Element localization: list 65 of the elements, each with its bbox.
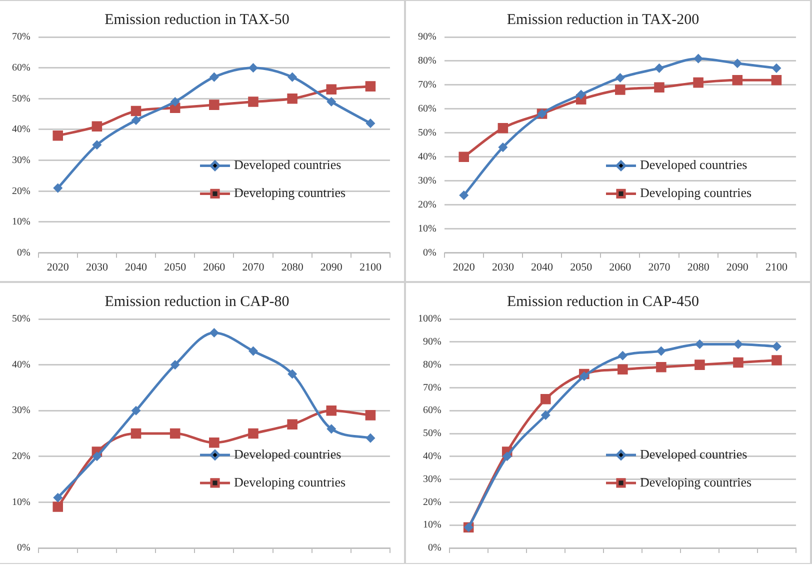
y-tick-label: 70%: [422, 382, 442, 394]
y-tick-label: 90%: [422, 336, 442, 348]
legend-label: Developed countries: [640, 446, 748, 462]
y-tick-label: 40%: [12, 124, 30, 136]
chart-title: Emission reduction in TAX-50: [104, 12, 290, 28]
chart-title: Emission reduction in CAP-450: [506, 294, 700, 310]
x-tick-label: 2060: [609, 261, 632, 274]
y-tick-label: 60%: [12, 62, 30, 74]
y-tick-label: 30%: [418, 175, 436, 186]
y-tick-label: 30%: [12, 154, 30, 166]
x-tick-label: 2040: [531, 261, 554, 274]
y-tick-label: 70%: [12, 32, 30, 43]
y-tick-label: 20%: [12, 451, 30, 462]
x-tick-label: 2020: [452, 261, 476, 274]
y-tick-label: 20%: [422, 496, 442, 508]
y-tick-label: 0%: [16, 542, 30, 554]
y-tick-label: 50%: [12, 93, 30, 104]
y-tick-label: 40%: [418, 152, 436, 163]
y-tick-label: 60%: [418, 104, 436, 115]
x-tick-label: 2020: [46, 261, 70, 274]
x-tick-label: 2070: [242, 261, 265, 274]
x-tick-label: 2060: [203, 261, 226, 274]
x-tick-label: 2080: [281, 261, 304, 274]
y-tick-label: 20%: [12, 186, 30, 197]
y-tick-label: 20%: [418, 199, 436, 210]
x-tick-label: 2080: [687, 261, 710, 274]
y-tick-label: 50%: [418, 128, 436, 139]
chart-title: Emission reduction in TAX-200: [506, 12, 700, 28]
legend-label: Developing countries: [640, 474, 752, 490]
y-tick-label: 10%: [12, 216, 30, 228]
y-tick-label: 40%: [422, 451, 442, 462]
x-tick-label: 2030: [492, 261, 514, 274]
y-tick-label: 0%: [428, 542, 442, 554]
y-tick-label: 80%: [418, 56, 436, 67]
y-tick-label: 10%: [422, 520, 442, 531]
legend-label: Developed countries: [640, 157, 748, 172]
x-tick-label: 2050: [570, 261, 593, 274]
x-tick-label: 2100: [765, 261, 788, 274]
y-tick-label: 0%: [422, 247, 436, 258]
y-tick-label: 10%: [418, 223, 436, 234]
x-tick-label: 2030: [86, 261, 108, 274]
legend-label: Developed countries: [234, 157, 342, 172]
y-tick-label: 0%: [16, 247, 30, 258]
y-tick-label: 100%: [418, 314, 442, 325]
y-tick-label: 10%: [12, 496, 30, 508]
y-tick-label: 30%: [12, 405, 30, 416]
y-tick-label: 70%: [418, 80, 436, 91]
y-tick-label: 50%: [12, 314, 30, 325]
y-tick-label: 80%: [422, 359, 442, 370]
legend-label: Developing countries: [234, 474, 346, 490]
y-tick-label: 40%: [12, 359, 30, 370]
chart-title: Emission reduction in CAP-80: [104, 294, 290, 310]
x-tick-label: 2100: [359, 261, 382, 274]
x-tick-label: 2050: [164, 261, 187, 274]
y-tick-label: 50%: [422, 428, 442, 440]
legend-label: Developing countries: [234, 185, 346, 200]
y-tick-label: 60%: [422, 405, 442, 416]
x-tick-label: 2040: [125, 261, 148, 274]
legend-label: Developing countries: [640, 185, 752, 200]
x-tick-label: 2070: [648, 261, 671, 274]
y-tick-label: 90%: [418, 32, 436, 43]
y-tick-label: 30%: [422, 474, 442, 485]
x-tick-label: 2090: [726, 261, 749, 274]
x-tick-label: 2090: [320, 261, 343, 274]
legend-label: Developed countries: [234, 446, 342, 462]
